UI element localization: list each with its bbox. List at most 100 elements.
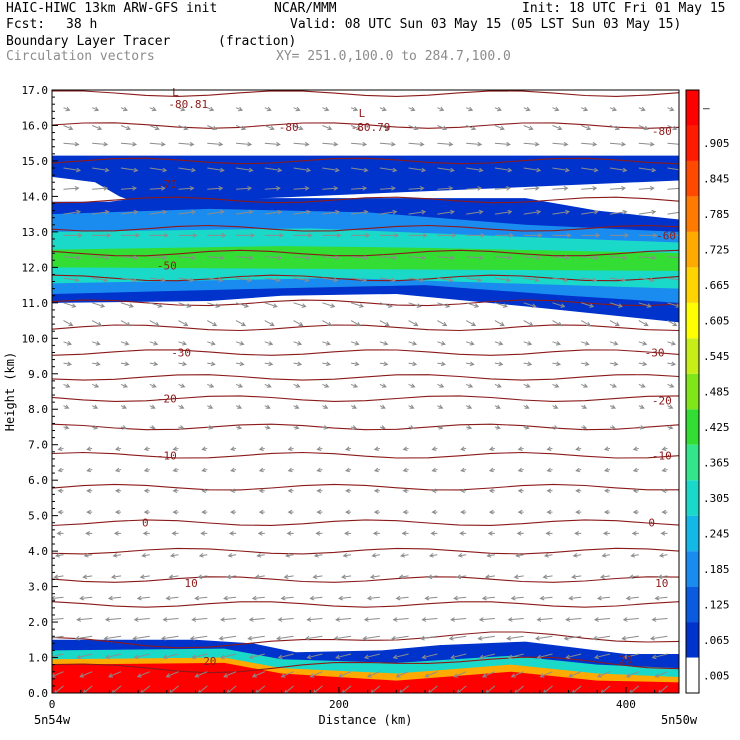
isotherm-line-7	[52, 451, 679, 459]
circulation-vector	[552, 255, 571, 261]
circulation-vector	[494, 320, 505, 327]
circulation-vector	[513, 574, 524, 580]
y-tick-label: 13.0	[22, 226, 49, 239]
circulation-vector	[494, 277, 511, 283]
circulation-vector	[546, 467, 553, 473]
circulation-vector	[638, 383, 646, 388]
circulation-vector	[293, 167, 312, 173]
circulation-vector	[264, 361, 274, 367]
circulation-vector	[437, 341, 446, 346]
circulation-vector	[322, 404, 329, 409]
circulation-vector	[251, 671, 265, 678]
circulation-vector	[638, 255, 657, 261]
contour-label: -50	[157, 260, 177, 273]
circulation-vector	[149, 233, 169, 238]
circulation-vector	[437, 209, 455, 215]
circulation-vector	[79, 595, 93, 601]
circulation-vector	[207, 341, 216, 346]
circulation-vector	[609, 361, 619, 367]
circulation-vector	[293, 425, 300, 430]
circulation-vector	[437, 277, 454, 283]
circulation-vector	[466, 341, 475, 346]
circulation-vector	[220, 617, 237, 622]
circulation-vector	[178, 125, 189, 131]
valid-time: Valid: 08 UTC Sun 03 May 15 (05 LST Sun …	[290, 17, 682, 32]
circulation-vector	[565, 653, 582, 660]
circulation-vector	[402, 467, 409, 473]
circulation-vector	[486, 553, 495, 558]
circulation-vector	[552, 185, 569, 191]
circulation-vector	[494, 185, 511, 191]
colorbar-label: .065	[703, 634, 730, 647]
circulation-vector	[316, 446, 323, 451]
circulation-vector	[379, 404, 386, 409]
circulation-vector	[660, 531, 668, 536]
circulation-vector	[546, 488, 553, 494]
circulation-vector	[143, 446, 150, 451]
circulation-vector	[52, 595, 64, 601]
circulation-vector	[523, 361, 533, 367]
circulation-vector	[57, 509, 64, 515]
circulation-vector	[171, 531, 179, 536]
circulation-vector	[107, 595, 122, 601]
contour-label: -30	[171, 346, 191, 359]
circulation-vector	[424, 595, 438, 601]
circulation-vector	[431, 446, 438, 451]
circulation-vector	[197, 574, 208, 580]
contour-label: 0	[648, 517, 655, 530]
circulation-vector	[408, 209, 427, 215]
circulation-vector	[625, 595, 639, 601]
circulation-vector	[120, 425, 128, 430]
circulation-vector	[160, 635, 179, 641]
circulation-vector	[517, 488, 524, 494]
circulation-vector	[466, 361, 475, 367]
circulation-vector	[92, 302, 106, 308]
circulation-vector	[201, 488, 208, 494]
circulation-vector	[149, 277, 166, 283]
circulation-vector	[581, 106, 589, 112]
circulation-vector	[581, 361, 590, 367]
circulation-vector	[104, 617, 122, 622]
x-tick-label: 400	[616, 698, 636, 711]
contour-label: -10	[157, 449, 177, 462]
circulation-vector	[248, 653, 265, 660]
circulation-vector	[581, 185, 598, 191]
circulation-vector	[638, 125, 649, 131]
circulation-vector	[437, 106, 445, 112]
circulation-vector	[621, 635, 639, 641]
org-label: NCAR/MMM	[274, 1, 337, 16]
circulation-vector	[603, 467, 611, 473]
circulation-vector	[552, 125, 563, 131]
circulation-vector	[120, 383, 128, 388]
circulation-vector	[536, 617, 553, 622]
circulation-vector	[507, 653, 524, 660]
circulation-vector	[661, 488, 668, 494]
circulation-vector	[575, 446, 582, 451]
circulation-vector	[120, 320, 131, 327]
circulation-vector	[379, 255, 398, 261]
circulation-vector	[667, 167, 679, 171]
circulation-vector	[603, 509, 610, 515]
circulation-vector	[574, 531, 582, 536]
circulation-vector	[638, 185, 655, 191]
circulation-vector	[304, 635, 323, 641]
circulation-vector	[373, 488, 380, 494]
init-time: Init: 18 UTC Fri 01 May 15	[522, 1, 726, 16]
circulation-vector	[517, 467, 524, 473]
circulation-vector	[293, 125, 304, 131]
circulation-vector	[63, 185, 80, 191]
circulation-vector	[379, 277, 396, 283]
circulation-vector	[581, 167, 599, 173]
circulation-vector	[488, 446, 496, 451]
circulation-vector	[110, 574, 122, 580]
circulation-vector	[333, 635, 352, 641]
circulation-vector	[79, 671, 93, 678]
circulation-vector	[149, 361, 159, 367]
circulation-vector	[141, 553, 150, 558]
circulation-vector	[545, 531, 553, 536]
circulation-vector	[603, 488, 610, 494]
circulation-vector	[372, 531, 380, 536]
isotherm-line-15	[52, 249, 679, 257]
circulation-vector	[120, 167, 139, 173]
circulation-vector	[322, 383, 330, 388]
